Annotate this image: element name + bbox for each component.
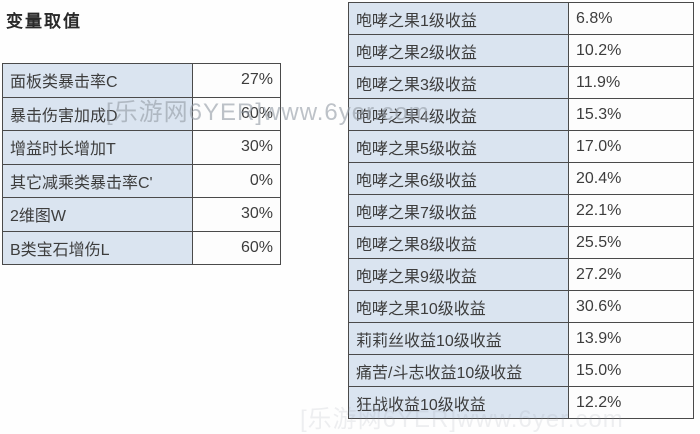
table-row: 痛苦/斗志收益10级收益 15.0% — [348, 354, 694, 387]
variable-name-cell: 面板类暴击率C — [2, 63, 193, 98]
variable-value-cell: 27% — [192, 63, 281, 98]
table-row: 咆哮之果8级收益 25.5% — [348, 226, 694, 259]
gain-value-cell: 30.6% — [568, 290, 694, 323]
gain-name-cell: 咆哮之果1级收益 — [348, 2, 569, 35]
variable-name-cell: 2维图W — [2, 197, 193, 232]
gain-name-cell: 咆哮之果10级收益 — [348, 290, 569, 323]
gain-value-cell: 20.4% — [568, 162, 694, 195]
variable-name-cell: B类宝石增伤L — [2, 230, 193, 265]
gain-value-cell: 17.0% — [568, 130, 694, 163]
table-row: 其它减乘类暴击率C' 0% — [2, 163, 281, 198]
variable-name-cell: 增益时长增加T — [2, 130, 193, 165]
variable-value-cell: 30% — [192, 130, 281, 165]
gain-name-cell: 莉莉丝收益10级收益 — [348, 322, 569, 355]
table-row: 咆哮之果1级收益 6.8% — [348, 2, 694, 35]
variable-name-cell: 暴击伤害加成D — [2, 96, 193, 131]
table-row: 咆哮之果9级收益 27.2% — [348, 258, 694, 291]
gain-value-cell: 15.0% — [568, 354, 694, 387]
table-row: B类宝石增伤L 60% — [2, 230, 281, 265]
variable-value-cell: 30% — [192, 197, 281, 232]
variable-value-cell: 60% — [192, 96, 281, 131]
table-row: 狂战收益10级收益 12.2% — [348, 386, 694, 419]
table-row: 暴击伤害加成D 60% — [2, 96, 281, 131]
gain-value-cell: 25.5% — [568, 226, 694, 259]
table-row: 咆哮之果6级收益 20.4% — [348, 162, 694, 195]
table-row: 咆哮之果10级收益 30.6% — [348, 290, 694, 323]
table-row: 咆哮之果3级收益 11.9% — [348, 66, 694, 99]
gain-name-cell: 咆哮之果9级收益 — [348, 258, 569, 291]
variable-name-cell: 其它减乘类暴击率C' — [2, 163, 193, 198]
gain-value-cell: 11.9% — [568, 66, 694, 99]
gain-name-cell: 咆哮之果2级收益 — [348, 34, 569, 67]
table-row: 面板类暴击率C 27% — [2, 63, 281, 98]
gain-value-cell: 6.8% — [568, 2, 694, 35]
gains-table: 咆哮之果1级收益 6.8% 咆哮之果2级收益 10.2% 咆哮之果3级收益 11… — [348, 2, 694, 419]
table-row: 莉莉丝收益10级收益 13.9% — [348, 322, 694, 355]
gain-value-cell: 27.2% — [568, 258, 694, 291]
gain-name-cell: 咆哮之果8级收益 — [348, 226, 569, 259]
gain-value-cell: 12.2% — [568, 386, 694, 419]
gain-name-cell: 咆哮之果5级收益 — [348, 130, 569, 163]
variables-table: 面板类暴击率C 27% 暴击伤害加成D 60% 增益时长增加T 30% 其它减乘… — [2, 63, 281, 265]
table-row: 咆哮之果5级收益 17.0% — [348, 130, 694, 163]
gain-name-cell: 咆哮之果3级收益 — [348, 66, 569, 99]
table-row: 2维图W 30% — [2, 197, 281, 232]
variable-value-cell: 0% — [192, 163, 281, 198]
table-row: 咆哮之果7级收益 22.1% — [348, 194, 694, 227]
gain-value-cell: 15.3% — [568, 98, 694, 131]
gain-name-cell: 咆哮之果4级收益 — [348, 98, 569, 131]
table-row: 增益时长增加T 30% — [2, 130, 281, 165]
gain-value-cell: 22.1% — [568, 194, 694, 227]
gain-name-cell: 咆哮之果6级收益 — [348, 162, 569, 195]
gain-name-cell: 痛苦/斗志收益10级收益 — [348, 354, 569, 387]
gain-value-cell: 10.2% — [568, 34, 694, 67]
page-title: 变量取值 — [6, 12, 82, 31]
table-row: 咆哮之果4级收益 15.3% — [348, 98, 694, 131]
gain-value-cell: 13.9% — [568, 322, 694, 355]
gain-name-cell: 咆哮之果7级收益 — [348, 194, 569, 227]
gain-name-cell: 狂战收益10级收益 — [348, 386, 569, 419]
variable-value-cell: 60% — [192, 230, 281, 265]
table-row: 咆哮之果2级收益 10.2% — [348, 34, 694, 67]
